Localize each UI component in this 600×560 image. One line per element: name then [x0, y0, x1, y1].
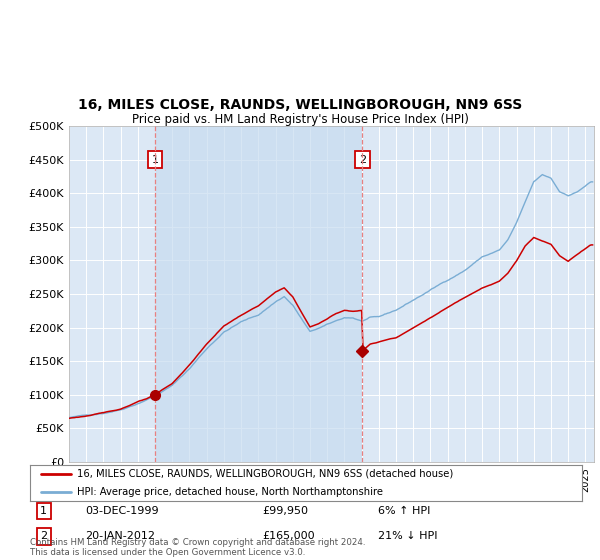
- Text: 2: 2: [40, 531, 47, 542]
- Text: 1: 1: [40, 506, 47, 516]
- Text: 21% ↓ HPI: 21% ↓ HPI: [378, 531, 437, 542]
- Text: 16, MILES CLOSE, RAUNDS, WELLINGBOROUGH, NN9 6SS (detached house): 16, MILES CLOSE, RAUNDS, WELLINGBOROUGH,…: [77, 469, 453, 479]
- Text: 1: 1: [152, 155, 158, 165]
- Text: Contains HM Land Registry data © Crown copyright and database right 2024.
This d: Contains HM Land Registry data © Crown c…: [30, 538, 365, 557]
- Text: Price paid vs. HM Land Registry's House Price Index (HPI): Price paid vs. HM Land Registry's House …: [131, 113, 469, 126]
- Text: £165,000: £165,000: [262, 531, 314, 542]
- Text: 6% ↑ HPI: 6% ↑ HPI: [378, 506, 430, 516]
- Text: 20-JAN-2012: 20-JAN-2012: [85, 531, 155, 542]
- Text: £99,950: £99,950: [262, 506, 308, 516]
- Text: HPI: Average price, detached house, North Northamptonshire: HPI: Average price, detached house, Nort…: [77, 487, 383, 497]
- Text: 2: 2: [359, 155, 366, 165]
- Text: 16, MILES CLOSE, RAUNDS, WELLINGBOROUGH, NN9 6SS: 16, MILES CLOSE, RAUNDS, WELLINGBOROUGH,…: [78, 98, 522, 112]
- Bar: [155, 126, 362, 462]
- Text: 03-DEC-1999: 03-DEC-1999: [85, 506, 159, 516]
